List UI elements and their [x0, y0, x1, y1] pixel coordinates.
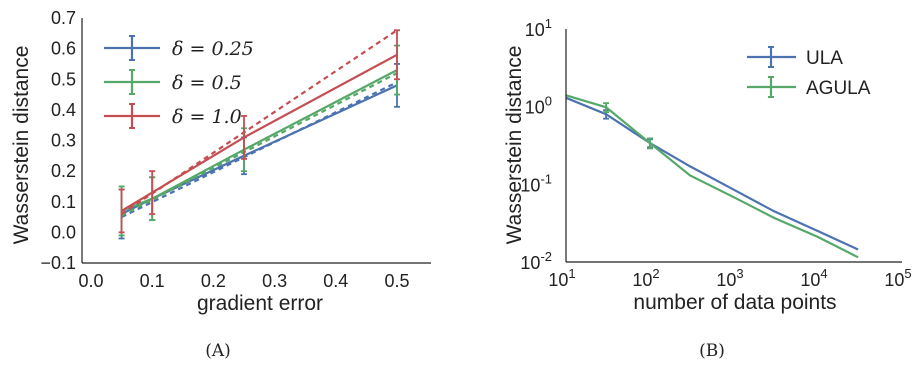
panel-a-legend-label: δ = 0.25 [172, 38, 254, 60]
panel-b-y-label: Wasserstein distance [503, 46, 526, 245]
panel-a-series-line-2 [121, 53, 398, 212]
panel-a-legend-label: δ = 1.0 [172, 106, 242, 128]
panel-a-y-tick-label: 0.2 [51, 161, 76, 181]
panel-a-x-ticks: 0.0 0.1 0.2 0.3 0.4 0.5 [78, 271, 409, 291]
panel-b-x-label: number of data points [633, 291, 836, 314]
panel-a-x-label: gradient error [197, 292, 323, 315]
panel-a-fit-line-1 [121, 72, 398, 217]
panel-b-series-line-0 [565, 96, 859, 251]
panel-a-y-label: Wasserstein distance [10, 46, 33, 245]
panel-a-legend-label: δ = 0.5 [172, 72, 242, 94]
panel-a-x-tick-label: 0.5 [384, 271, 409, 291]
panel-a-x-tick-label: 0.3 [262, 271, 287, 291]
panel-b-x-tick-label: 103 [716, 266, 743, 290]
panel-b-data [565, 94, 859, 259]
panel-a-series-line-0 [121, 84, 398, 215]
panel-a-x-tick-label: 0.4 [323, 271, 348, 291]
panel-b-legend-label: AGULA [806, 78, 871, 99]
panel-a-legend: δ = 0.25 δ = 0.5 δ = 1.0 [104, 35, 254, 129]
panel-b-x-tick-label: 104 [800, 266, 827, 290]
panel-a-fit-line-2 [120, 29, 398, 215]
panel-b-x-tick-label: 105 [884, 266, 911, 290]
panel-b-y-tick-label: 101 [525, 16, 552, 40]
panel-b-x-ticks: 101 102 103 104 105 [548, 266, 911, 290]
panel-a-series-line-1 [121, 69, 398, 212]
panel-b-x-tick-label: 102 [632, 266, 659, 290]
panel-b-caption: (B) [699, 341, 725, 361]
panel-a: 0.0 0.1 0.2 0.3 0.4 0.5 −0.10.00.10.20.30.40.… [10, 8, 431, 361]
panel-a-y-tick-label: 0.0 [51, 222, 76, 242]
panel-a-x-tick-label: 0.1 [140, 271, 165, 291]
panel-a-y-tick-label: 0.3 [51, 131, 76, 151]
panel-a-y-tick-label: 0.4 [51, 100, 76, 120]
panel-a-y-tick-label: 0.6 [51, 39, 76, 59]
panel-a-fit-line-0 [121, 81, 398, 219]
panel-b-x-tick-label: 101 [548, 266, 575, 290]
panel-a-y-tick-label: 0.1 [51, 192, 76, 212]
panel-a-y-ticks: −0.1 0.0 0.1 0.2 0.3 0.4 0.5 0.6 0.7 [40, 8, 76, 273]
panel-b-legend: ULA AGULA [747, 46, 871, 99]
panel-a-y-tick-label: 0.7 [51, 8, 76, 28]
panel-a-y-tick-label: 0.5 [51, 69, 76, 89]
panel-a-x-tick-label: 0.0 [78, 271, 103, 291]
panel-b-series-line-1 [565, 94, 859, 259]
panel-b-y-tick-label: 100 [525, 94, 552, 118]
panel-a-caption: (A) [205, 341, 231, 361]
panel-a-x-tick-label: 0.2 [201, 271, 226, 291]
panel-b-legend-label: ULA [806, 48, 843, 69]
panel-b-y-tick-label: 10-2 [520, 249, 552, 273]
panel-a-data [118, 29, 400, 240]
panel-a-y-tick-label: −0.1 [40, 253, 76, 273]
